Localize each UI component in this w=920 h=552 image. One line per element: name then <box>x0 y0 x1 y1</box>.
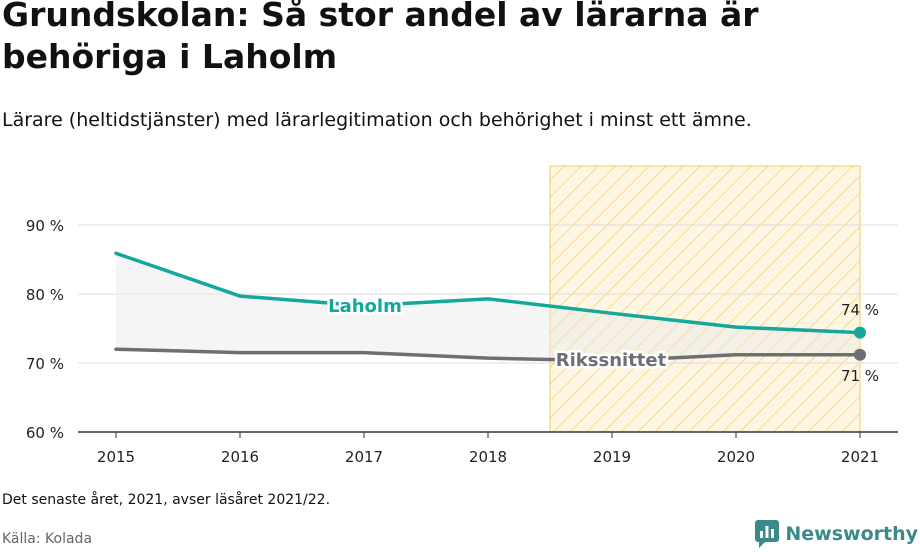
x-tick-label: 2020 <box>717 448 755 466</box>
brand-logo[interactable]: Newsworthy <box>755 520 918 548</box>
line-chart: 60 % 70 % 80 % 90 % 2015 2016 2017 2018 2019 202… <box>26 165 898 466</box>
series-label-laholm: Laholm <box>328 296 402 317</box>
series-label-riket: Rikssnittet <box>556 350 667 371</box>
source-text: Källa: Kolada <box>2 531 93 547</box>
series-line-riket <box>114 347 862 363</box>
y-tick-label: 70 % <box>26 355 64 373</box>
series-line-laholm <box>114 251 862 335</box>
newsworthy-logo-icon <box>755 520 780 548</box>
y-tick-label: 90 % <box>26 217 64 235</box>
gap-area <box>116 253 860 361</box>
end-point-laholm <box>854 326 866 339</box>
x-tick-label: 2016 <box>221 448 259 466</box>
chart-title: Grundskolan: Så stor andel av lärarna är… <box>2 0 759 76</box>
x-tick-label: 2019 <box>593 448 631 466</box>
footnote: Det senaste året, 2021, avser läsåret 20… <box>2 492 331 508</box>
end-value-label-laholm: 74 % <box>841 301 879 319</box>
highlight-period <box>549 165 861 433</box>
end-value-label-riket: 71 % <box>841 367 879 385</box>
end-point-riket <box>854 348 866 361</box>
brand-name: Newsworthy <box>785 523 918 545</box>
y-tick-label: 60 % <box>26 424 64 442</box>
x-tick-label: 2015 <box>97 448 135 466</box>
y-tick-label: 80 % <box>26 286 64 304</box>
x-tick-label: 2018 <box>469 448 507 466</box>
x-tick-label: 2021 <box>841 448 879 466</box>
chart-subtitle: Lärare (heltidstjänster) med lärarlegiti… <box>2 109 752 131</box>
x-tick-label: 2017 <box>345 448 383 466</box>
